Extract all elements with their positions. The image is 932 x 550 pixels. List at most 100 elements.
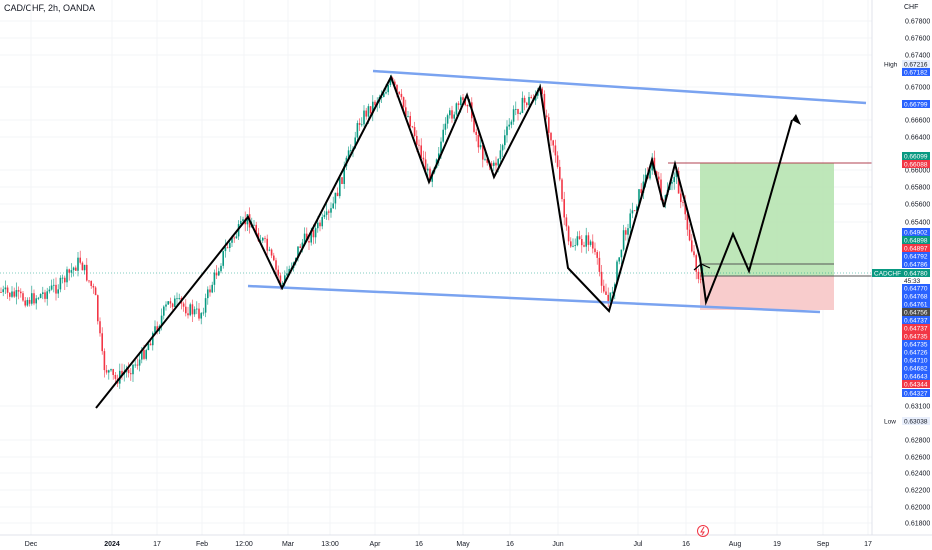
- y-tick-label: 0.65400: [905, 220, 930, 227]
- candle-body: [416, 135, 418, 145]
- price-tag: [902, 332, 930, 340]
- candle-body: [182, 303, 185, 307]
- candle-body: [11, 291, 13, 297]
- candle-body: [9, 292, 11, 297]
- candle-body: [154, 326, 156, 333]
- x-tick-label: 13:00: [321, 541, 339, 548]
- candle-body: [554, 145, 557, 156]
- x-tick-label: 16: [682, 541, 690, 548]
- price-tag: [902, 160, 930, 168]
- x-tick-label: 17: [153, 541, 161, 548]
- candle-body: [273, 255, 275, 261]
- price-tag: [902, 236, 930, 244]
- candle-body: [570, 241, 572, 247]
- candle-body: [686, 214, 689, 230]
- price-tag-value: 0.64761: [904, 302, 928, 309]
- candle-body: [675, 171, 678, 177]
- price-tag: [902, 389, 930, 397]
- price-tag: [902, 260, 930, 268]
- high-label: High: [884, 62, 898, 69]
- candle-body: [633, 210, 636, 212]
- candle-body: [369, 106, 372, 114]
- candle-body: [438, 153, 440, 160]
- price-tag-value: 0.64643: [904, 374, 928, 381]
- price-tag-value: 0.64735: [904, 334, 928, 341]
- candle-body: [37, 297, 40, 299]
- candle-body: [138, 359, 141, 366]
- candle-body: [31, 293, 33, 304]
- candle-body: [508, 124, 510, 127]
- candle-body: [163, 306, 165, 316]
- target-zone: [700, 163, 834, 276]
- candle-body: [407, 116, 409, 117]
- x-tick-label: 16: [415, 541, 423, 548]
- price-tag: [902, 356, 930, 364]
- candle-body: [321, 217, 323, 227]
- tradingview-logo[interactable]: [697, 525, 709, 537]
- channel-lower-line: [247, 284, 821, 314]
- candle-body: [270, 249, 273, 256]
- price-tag: [902, 340, 930, 348]
- price-axis[interactable]: 0.67800 0.67600 0.67400 0.67000 0.66600 0.664…: [0, 0, 932, 536]
- candle-body: [264, 237, 266, 239]
- price-tag-value: 0.64710: [904, 358, 928, 365]
- candle-body: [504, 135, 506, 146]
- candle-body: [677, 171, 680, 194]
- candle-body: [59, 277, 62, 290]
- price-tag: [902, 68, 930, 76]
- candle-body: [523, 97, 526, 103]
- candle-body: [482, 145, 484, 160]
- price-tag: [902, 308, 930, 316]
- price-tag: [902, 300, 930, 308]
- y-tick-label: 0.65600: [905, 202, 930, 209]
- price-tag: [902, 60, 930, 68]
- candle-body: [169, 301, 172, 304]
- candle-body: [343, 166, 345, 184]
- candle-body: [279, 275, 282, 284]
- y-tick-label: 0.62800: [905, 438, 930, 445]
- candle-body: [576, 236, 579, 246]
- candle-body: [475, 131, 477, 135]
- price-tag: [902, 228, 930, 236]
- price-tag-value: 0.64735: [904, 342, 928, 349]
- time-axis[interactable]: Dec 2024 17 Feb 12:00 Mar 13:00 Apr 16 May 16 Jun Ju…: [25, 541, 872, 548]
- candle-body: [35, 298, 37, 304]
- candle-body: [53, 284, 55, 286]
- candle-body: [548, 117, 550, 133]
- candle-body: [176, 298, 178, 300]
- candle-body: [444, 123, 447, 130]
- candle-body: [26, 299, 29, 306]
- mini-arrow: [693, 263, 711, 271]
- candle-body: [198, 308, 200, 319]
- candle-body: [187, 313, 189, 316]
- price-tag-value: 0.64792: [904, 254, 928, 261]
- candle-body: [22, 293, 24, 301]
- candle-body: [405, 107, 407, 117]
- low-label: Low: [884, 419, 896, 426]
- candle-body: [57, 289, 59, 294]
- candle-body: [207, 289, 209, 299]
- candle-body: [464, 99, 466, 106]
- symbol-tag-label: CADCHF: [874, 271, 901, 278]
- candle-body: [383, 93, 385, 98]
- candle-body: [600, 271, 603, 286]
- price-labels: 0.67216High0.671820.667990.660990.660880…: [872, 60, 930, 426]
- y-tick-label: 0.63100: [905, 404, 930, 411]
- candle-body: [363, 110, 365, 125]
- candle-body: [385, 92, 387, 94]
- candle-body: [121, 370, 123, 375]
- candle-body: [171, 303, 174, 307]
- price-tag-value: 0.64737: [904, 318, 928, 325]
- candle-body: [618, 257, 620, 262]
- candle-body: [521, 97, 524, 113]
- x-tick-label: Jun: [552, 541, 563, 548]
- candle-body: [90, 280, 92, 286]
- candle-body: [259, 240, 262, 242]
- candle-body: [332, 203, 334, 209]
- candle-body: [559, 166, 561, 180]
- candle-body: [427, 168, 429, 171]
- x-tick-label: 12:00: [235, 541, 253, 548]
- candle-body: [209, 289, 211, 293]
- candle-body: [506, 126, 508, 136]
